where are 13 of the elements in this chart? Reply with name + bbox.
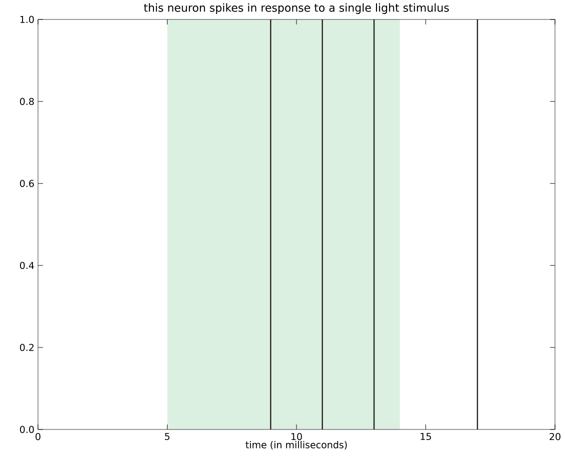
y-tick-label: 1.0 xyxy=(20,16,34,23)
y-tick-label: 0.0 xyxy=(20,426,34,433)
y-tick-label: 0.6 xyxy=(20,180,34,187)
x-tick-label: 15 xyxy=(420,432,431,440)
x-axis-title: time (in milliseconds) xyxy=(246,440,347,450)
x-tick-label: 0 xyxy=(36,432,40,440)
x-tick-label: 5 xyxy=(164,432,170,440)
chart-title: this neuron spikes in response to a single light stimulus xyxy=(144,3,449,14)
x-tick-label: 20 xyxy=(550,432,560,440)
y-tick-label: 0.8 xyxy=(20,98,34,105)
x-tick-label: 10 xyxy=(292,432,302,440)
y-tick-label: 0.4 xyxy=(20,262,34,269)
y-tick-label: 0.2 xyxy=(20,344,34,351)
